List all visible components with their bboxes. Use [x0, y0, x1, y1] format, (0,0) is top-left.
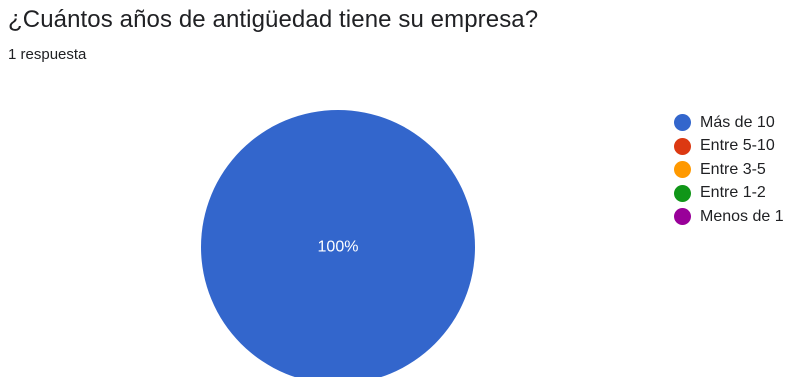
- legend-label: Más de 10: [700, 113, 775, 131]
- response-count: 1 respuesta: [8, 46, 87, 63]
- pie-slice[interactable]: [201, 110, 475, 377]
- legend-swatch-icon: [674, 161, 691, 179]
- question-title: ¿Cuántos años de antigüedad tiene su emp…: [8, 6, 539, 33]
- legend-label: Menos de 1: [700, 207, 784, 225]
- legend-swatch-icon: [674, 208, 691, 226]
- legend-item-mas-de-10[interactable]: Más de 10: [674, 111, 784, 135]
- pie-slice-label: 100%: [318, 239, 359, 256]
- legend-swatch-icon: [674, 184, 691, 202]
- pie-slices: [201, 110, 475, 377]
- legend-swatch-icon: [674, 114, 691, 132]
- legend-item-menos-de-1[interactable]: Menos de 1: [674, 205, 784, 229]
- legend-item-entre-5-10[interactable]: Entre 5-10: [674, 135, 784, 159]
- pie-labels: 100%: [318, 239, 359, 256]
- legend-label: Entre 3-5: [700, 160, 766, 178]
- legend-label: Entre 5-10: [700, 137, 775, 155]
- legend-item-entre-3-5[interactable]: Entre 3-5: [674, 158, 784, 182]
- legend-swatch-icon: [674, 137, 691, 155]
- chart-legend: Más de 10 Entre 5-10 Entre 3-5 Entre 1-2…: [674, 111, 784, 229]
- legend-label: Entre 1-2: [700, 184, 766, 202]
- legend-item-entre-1-2[interactable]: Entre 1-2: [674, 182, 784, 206]
